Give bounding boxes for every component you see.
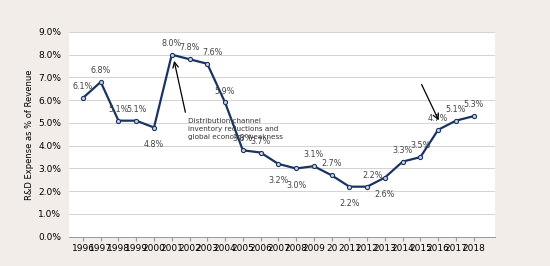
Text: 5.1%: 5.1% [446, 105, 466, 114]
Text: 3.8%: 3.8% [233, 134, 253, 143]
Text: 5.9%: 5.9% [215, 86, 235, 95]
Text: 8.0%: 8.0% [162, 39, 182, 48]
Y-axis label: R&D Expense as % of Revenue: R&D Expense as % of Revenue [25, 69, 34, 200]
Text: 6.1%: 6.1% [73, 82, 93, 91]
Text: 2.7%: 2.7% [321, 159, 342, 168]
Text: 3.2%: 3.2% [268, 176, 289, 185]
Text: 7.6%: 7.6% [202, 48, 223, 57]
Text: 4.8%: 4.8% [144, 140, 164, 149]
Text: 3.0%: 3.0% [286, 181, 306, 190]
Text: 3.3%: 3.3% [393, 146, 412, 155]
Text: 2.2%: 2.2% [362, 171, 383, 180]
Text: 7.8%: 7.8% [179, 43, 200, 52]
Text: 2.6%: 2.6% [375, 190, 395, 199]
Text: 3.5%: 3.5% [410, 141, 431, 150]
Text: 3.7%: 3.7% [250, 137, 271, 146]
Text: 4.7%: 4.7% [428, 114, 448, 123]
Text: 2.2%: 2.2% [339, 199, 360, 208]
Text: 5.1%: 5.1% [126, 105, 146, 114]
Text: 5.1%: 5.1% [108, 105, 129, 114]
Text: Distribution channel
inventory reductions and
global economy weakness: Distribution channel inventory reduction… [188, 118, 283, 140]
Text: 6.8%: 6.8% [91, 66, 111, 75]
Text: 3.1%: 3.1% [304, 150, 324, 159]
Text: 5.3%: 5.3% [464, 100, 484, 109]
